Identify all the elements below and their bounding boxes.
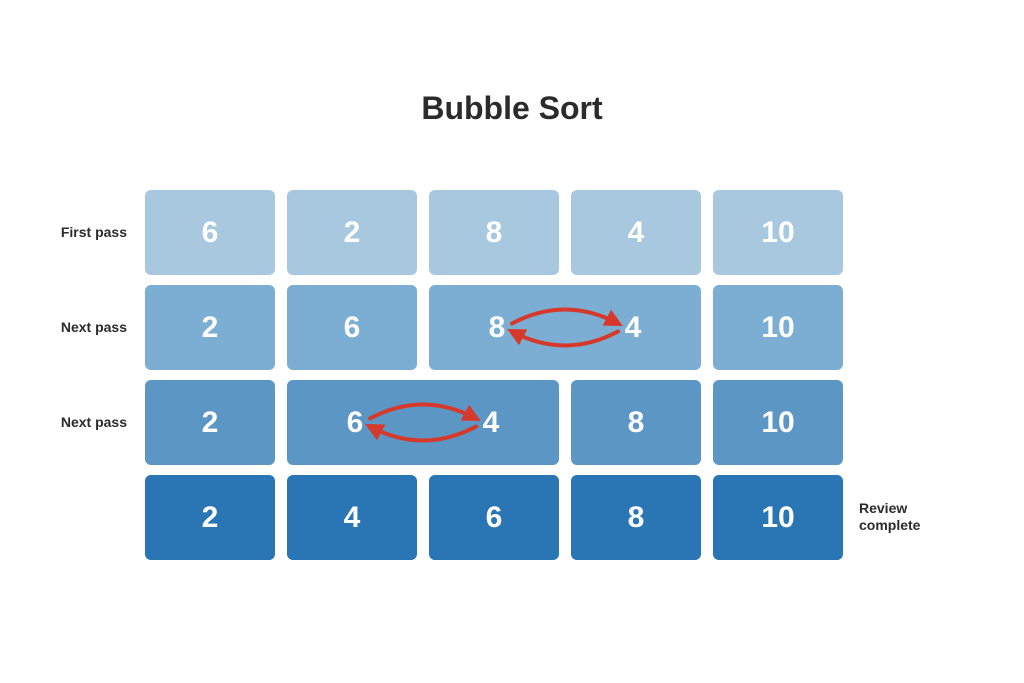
- row-label-left: First pass: [0, 224, 127, 240]
- sort-cell: 84: [429, 285, 701, 370]
- sort-cell: 4: [571, 190, 701, 275]
- sort-cell: 2: [287, 190, 417, 275]
- cell-value: 6: [287, 406, 423, 440]
- sort-cell: 10: [713, 285, 843, 370]
- sort-cell: 10: [713, 380, 843, 465]
- sort-cell: 10: [713, 475, 843, 560]
- sort-cell: 6: [145, 190, 275, 275]
- sort-cell: 4: [287, 475, 417, 560]
- row-label-left: Next pass: [0, 414, 127, 430]
- sort-cell: 64: [287, 380, 559, 465]
- sort-grid: 628410268410264810246810: [145, 190, 843, 560]
- sort-cell: 6: [287, 285, 417, 370]
- cell-value: 8: [429, 311, 565, 345]
- sort-cell: 10: [713, 190, 843, 275]
- row-label-left: Next pass: [0, 319, 127, 335]
- sort-cell: 2: [145, 475, 275, 560]
- sort-cell: 8: [429, 190, 559, 275]
- page-title: Bubble Sort: [0, 90, 1024, 127]
- sort-cell: 8: [571, 475, 701, 560]
- sort-cell: 2: [145, 285, 275, 370]
- sort-cell: 6: [429, 475, 559, 560]
- cell-value: 4: [565, 311, 701, 345]
- cell-value: 4: [423, 406, 559, 440]
- row-label-right: Review complete: [859, 500, 949, 535]
- sort-cell: 2: [145, 380, 275, 465]
- sort-cell: 8: [571, 380, 701, 465]
